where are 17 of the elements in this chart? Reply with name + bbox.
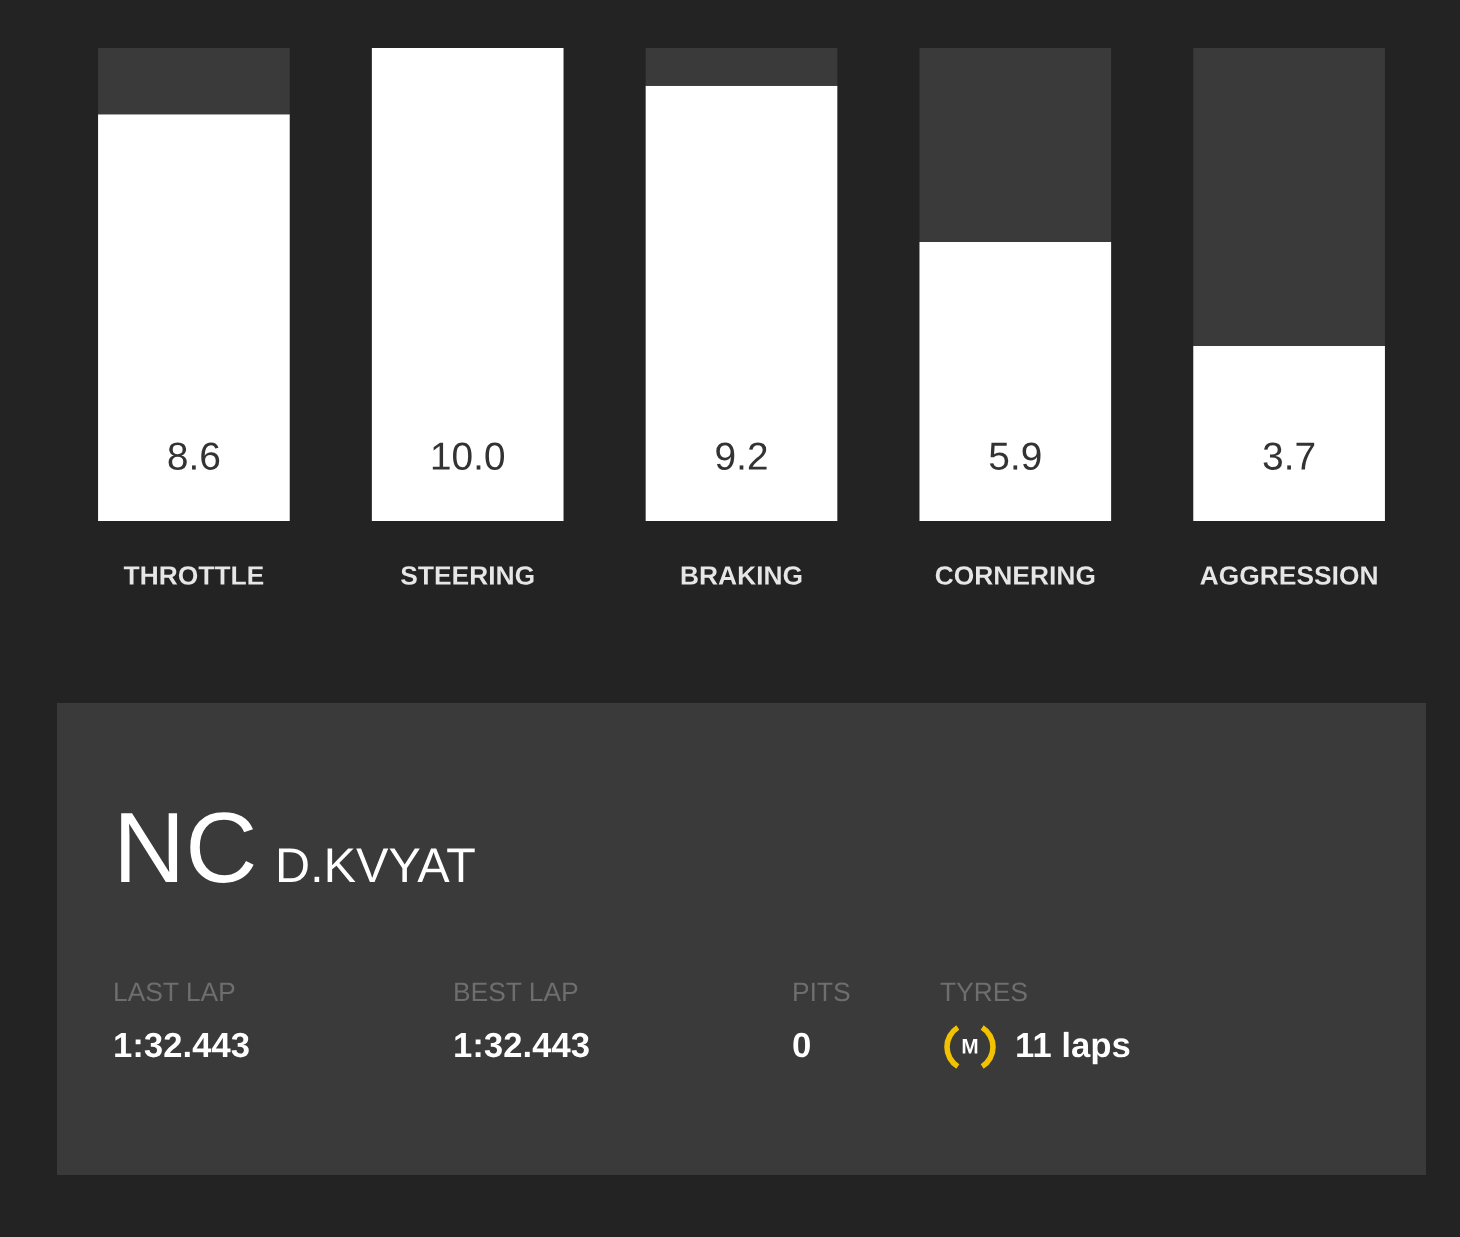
text: 1:32.443 <box>455 1032 589 1058</box>
text: M <box>962 1039 978 1054</box>
data-label: 10.0 <box>432 442 505 470</box>
data-label: 9.2 <box>716 442 767 470</box>
x-tick-label: STEERING <box>401 566 534 585</box>
text: 1:32.443 <box>115 1032 249 1058</box>
text: 11 laps <box>1017 1031 1130 1065</box>
data-label: 5.9 <box>989 442 1041 470</box>
data-label: 8.6 <box>168 442 220 470</box>
x-tick-label: CORNERING <box>935 566 1095 585</box>
data-label: 3.7 <box>1263 442 1315 470</box>
x-tick-label: THROTTLE <box>123 566 264 585</box>
x-tick-label: AGGRESSION <box>1200 566 1377 585</box>
text: 0 <box>793 1032 810 1058</box>
x-tick-label: BRAKING <box>681 566 802 585</box>
text: D.KVYAT <box>278 848 475 882</box>
text: NC <box>121 812 254 883</box>
